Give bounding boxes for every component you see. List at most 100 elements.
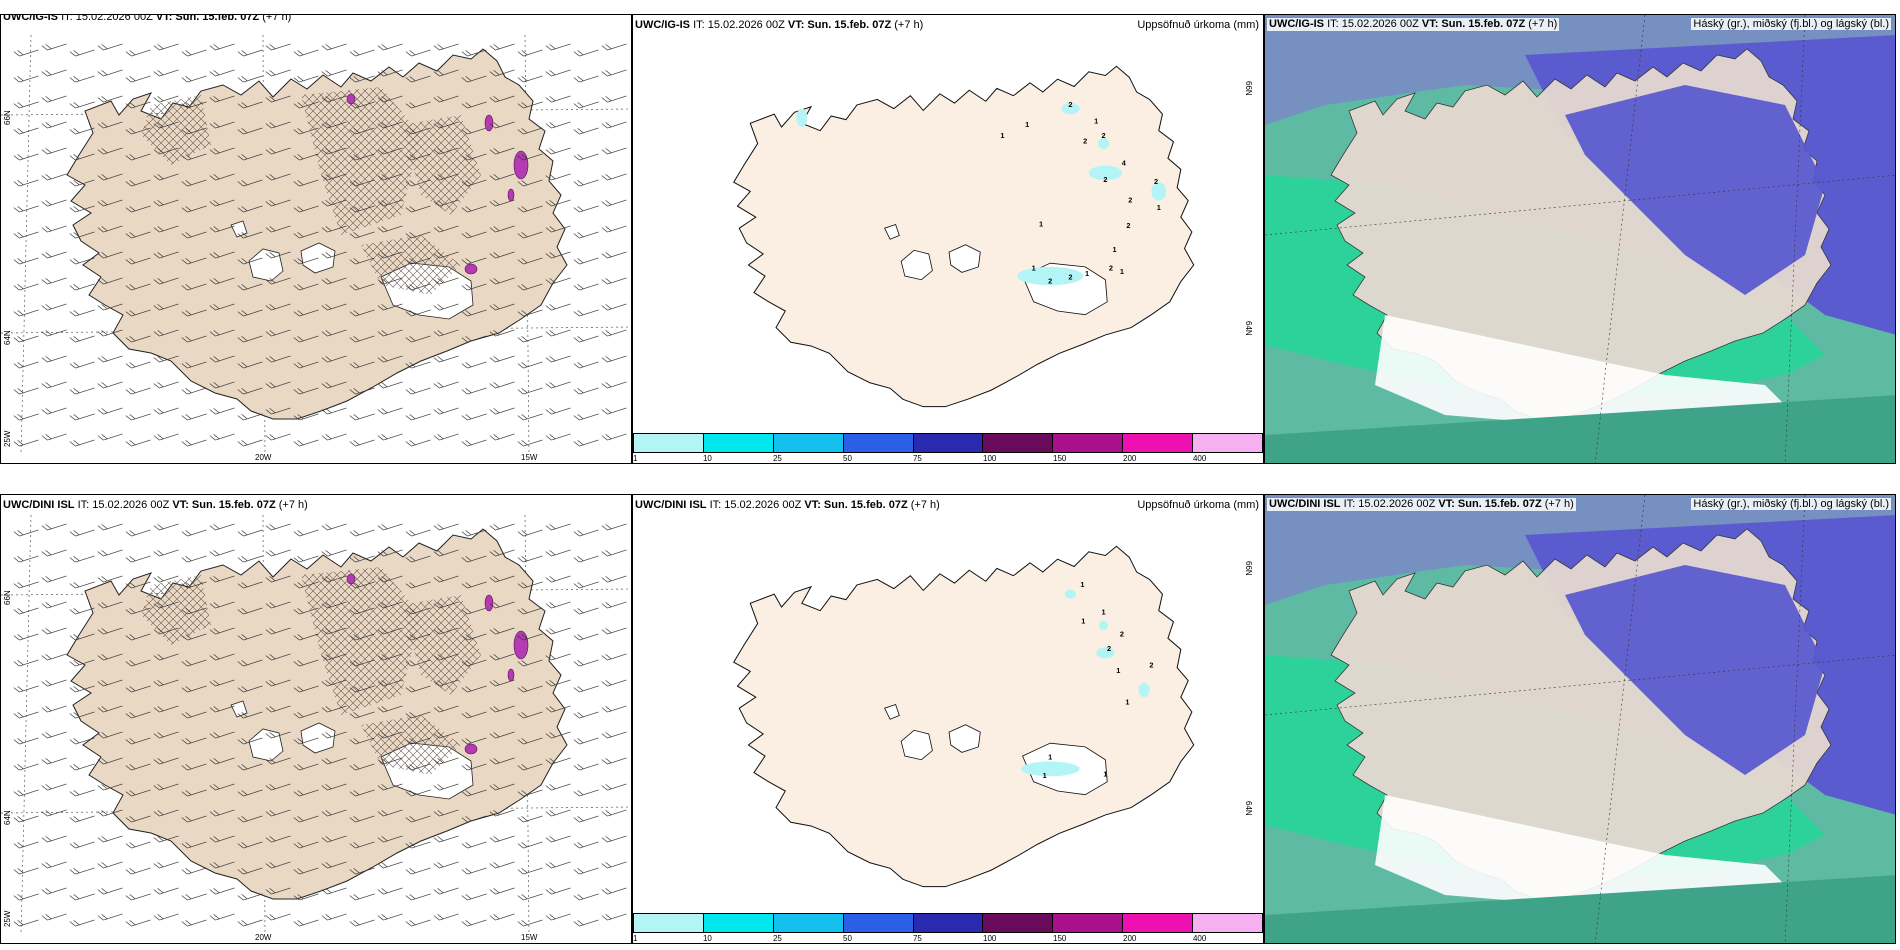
- precip-value-label: 1: [1000, 131, 1004, 140]
- wind-map-canvas: [1, 34, 631, 456]
- colorbar-tick: 1: [633, 934, 638, 943]
- colorbar-tick: 150: [1053, 454, 1067, 463]
- colorbar-tick: 100: [983, 934, 997, 943]
- colorbar-tick: 50: [843, 454, 852, 463]
- precip-value-label: 1: [1125, 698, 1129, 707]
- precip-value-label: 1: [1094, 116, 1098, 125]
- precip-value-label: 1: [1080, 580, 1084, 589]
- precip-value-label: 1: [1032, 264, 1036, 273]
- precip-value-label: 2: [1128, 195, 1132, 204]
- precip-value-label: 1: [1120, 267, 1124, 276]
- colorbar-tick: 10: [702, 934, 712, 943]
- colorbar-swatch: [843, 914, 914, 932]
- lon-label: 25W: [3, 430, 12, 447]
- colorbar-swatch: [1123, 914, 1194, 932]
- lat-label: 64N: [1244, 801, 1253, 816]
- panel-title: Háský (gr.), miðský (fj.bl.) og lágský (…: [1691, 18, 1891, 30]
- precip-value-label: 1: [1085, 269, 1089, 278]
- precip-value-label: 4: [1122, 159, 1127, 168]
- precip-value-label: 1: [1081, 617, 1085, 626]
- lat-label: 66N: [3, 590, 12, 605]
- cloud-map-panel-bottom: UWC/DINI ISL IT: 15.02.2026 00Z VT: Sun.…: [1264, 494, 1896, 944]
- colorbar-tick: 1: [633, 454, 638, 463]
- lat-label: 66N: [1244, 561, 1253, 576]
- panel-header: UWC/DINI ISL IT: 15.02.2026 00Z VT: Sun.…: [635, 499, 940, 511]
- colorbar-tick: 25: [772, 454, 782, 463]
- precip-value-label: 1: [1116, 666, 1120, 675]
- precip-value-label: 1: [1102, 607, 1106, 616]
- precip-value-label: 2: [1068, 273, 1072, 282]
- colorbar-swatch: [983, 914, 1054, 932]
- panel-title: Uppsöfnuð úrkoma (mm): [1137, 19, 1259, 31]
- lon-label: 15W: [521, 453, 538, 462]
- cloud-map-canvas: [1265, 15, 1895, 463]
- precip-value-label: 2: [1109, 264, 1113, 273]
- panel-title: Háský (gr.), miðský (fj.bl.) og lágský (…: [1691, 498, 1891, 510]
- colorbar-swatch: [703, 914, 774, 932]
- precip-value-label: 1: [1103, 769, 1107, 778]
- colorbar-labels: 1 10 25 50 75 100 150 200 400: [633, 453, 1263, 463]
- colorbar-swatch: [1053, 434, 1124, 452]
- colorbar-swatch: [773, 434, 844, 452]
- colorbar-swatch: [1193, 434, 1263, 452]
- lat-label: 64N: [3, 330, 12, 345]
- panel-header: UWC/IG-IS IT: 15.02.2026 00Z VT: Sun. 15…: [3, 14, 292, 23]
- colorbar-tick: 10: [702, 454, 712, 463]
- colorbar-swatch: [634, 914, 704, 932]
- cloud-map-panel-top: UWC/IG-IS IT: 15.02.2026 00Z VT: Sun. 15…: [1264, 14, 1896, 464]
- precip-colorbar: 1 10 25 50 75 100 150 200 400: [633, 433, 1263, 463]
- colorbar-tick: 150: [1053, 934, 1067, 943]
- precip-value-label: 2: [1126, 221, 1130, 230]
- colorbar-swatch: [1193, 914, 1263, 932]
- precip-value-label: 2: [1048, 276, 1052, 285]
- precip-value-label: 1: [1043, 771, 1047, 780]
- colorbar-swatch: [913, 434, 984, 452]
- lat-label: 66N: [1244, 81, 1253, 96]
- precip-value-label: 1: [1025, 120, 1029, 129]
- colorbar-tick: 200: [1123, 454, 1137, 463]
- lat-label: 64N: [3, 810, 12, 825]
- colorbar-swatch: [773, 914, 844, 932]
- colorbar-tick: 25: [772, 934, 782, 943]
- panel-header: UWC/IG-IS IT: 15.02.2026 00Z VT: Sun. 15…: [635, 19, 924, 31]
- colorbar-swatch: [703, 434, 774, 452]
- colorbar-swatch: [983, 434, 1054, 452]
- lon-label: 25W: [3, 910, 12, 927]
- colorbar-swatch: [1123, 434, 1194, 452]
- colorbar-tick: 100: [983, 454, 997, 463]
- panel-header: UWC/IG-IS IT: 15.02.2026 00Z VT: Sun. 15…: [1267, 18, 1560, 31]
- colorbar-swatch: [843, 434, 914, 452]
- colorbar-labels: 1 10 25 50 75 100 150 200 400: [633, 933, 1263, 943]
- colorbar-tick: 400: [1192, 454, 1207, 463]
- lon-label: 15W: [521, 933, 538, 942]
- colorbar-swatches: [633, 433, 1263, 453]
- wind-map-panel-top: UWC/IG-IS IT: 15.02.2026 00Z VT: Sun. 15…: [0, 14, 632, 464]
- precip-value-label: 2: [1103, 175, 1107, 184]
- precip-value-label: 1: [1048, 753, 1052, 762]
- colorbar-swatch: [634, 434, 704, 452]
- cloud-map-canvas: [1265, 495, 1895, 943]
- panel-header: UWC/DINI ISL IT: 15.02.2026 00Z VT: Sun.…: [1267, 498, 1576, 511]
- lat-label: 66N: [3, 110, 12, 125]
- lat-label: 64N: [1244, 321, 1253, 336]
- precip-map-panel-bottom: UWC/DINI ISL IT: 15.02.2026 00Z VT: Sun.…: [632, 494, 1264, 944]
- precip-value-label: 2: [1068, 100, 1072, 109]
- wind-map-canvas: [1, 514, 631, 936]
- colorbar-tick: 200: [1123, 934, 1137, 943]
- lon-label: 20W: [255, 933, 272, 942]
- precip-value-label: 2: [1102, 131, 1106, 140]
- lon-label: 20W: [255, 453, 272, 462]
- precip-value-label: 2: [1120, 629, 1124, 638]
- panel-title: Uppsöfnuð úrkoma (mm): [1137, 499, 1259, 511]
- colorbar-swatch: [913, 914, 984, 932]
- precip-value-label: 1: [1113, 245, 1117, 254]
- colorbar-swatches: [633, 913, 1263, 933]
- colorbar-tick: 400: [1192, 934, 1207, 943]
- precip-colorbar: 1 10 25 50 75 100 150 200 400: [633, 913, 1263, 943]
- wind-map-panel-bottom: UWC/DINI ISL IT: 15.02.2026 00Z VT: Sun.…: [0, 494, 632, 944]
- precip-value-label: 1: [1157, 203, 1161, 212]
- colorbar-tick: 75: [912, 934, 922, 943]
- precip-map-panel-top: UWC/IG-IS IT: 15.02.2026 00Z VT: Sun. 15…: [632, 14, 1264, 464]
